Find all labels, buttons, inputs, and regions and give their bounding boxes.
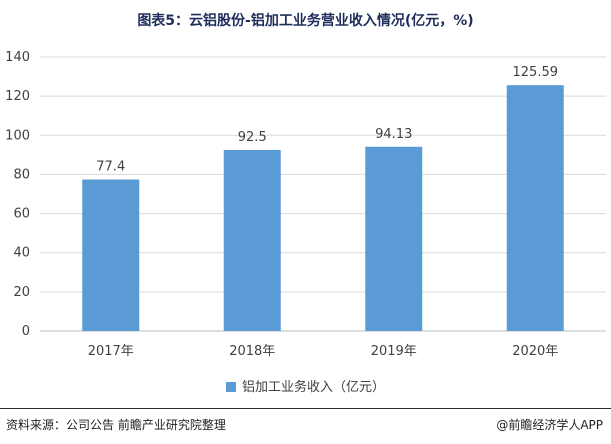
y-tick-label: 100 xyxy=(5,128,30,143)
y-tick-label: 120 xyxy=(5,89,30,104)
y-tick-label: 0 xyxy=(22,324,30,339)
x-axis-ticks: 2017年 2018年 2019年 2020年 xyxy=(88,344,559,359)
y-tick-label: 80 xyxy=(13,167,30,182)
source-note: 资料来源：公司公告 前瞻产业研究院整理 xyxy=(6,418,226,432)
y-tick-label: 20 xyxy=(13,285,30,300)
legend-label: 铝加工业务收入（亿元） xyxy=(241,380,385,395)
chart-title: 图表5：云铝股份-铝加工业务营业收入情况(亿元，%) xyxy=(137,13,474,29)
x-tick-label: 2018年 xyxy=(229,344,275,359)
data-label: 125.59 xyxy=(513,65,559,80)
bar xyxy=(82,179,140,331)
bar xyxy=(223,149,281,331)
y-axis-ticks: 0 20 40 60 80 100 120 140 xyxy=(5,50,30,339)
credit-note: @前瞻经济学人APP xyxy=(496,418,603,432)
data-label: 92.5 xyxy=(238,130,267,145)
footer-divider xyxy=(0,408,611,409)
x-tick-label: 2019年 xyxy=(371,344,417,359)
x-tick-label: 2020年 xyxy=(512,344,558,359)
y-tick-label: 60 xyxy=(13,207,30,222)
x-tick-label: 2017年 xyxy=(88,344,134,359)
bars xyxy=(82,85,564,332)
data-labels: 77.4 92.5 94.13 125.59 xyxy=(96,65,558,174)
bar xyxy=(365,146,423,331)
data-label: 94.13 xyxy=(375,127,412,142)
y-tick-label: 40 xyxy=(13,246,30,261)
bar xyxy=(506,85,564,332)
data-label: 77.4 xyxy=(96,160,125,175)
y-tick-label: 140 xyxy=(5,50,30,65)
legend-swatch xyxy=(225,382,236,392)
legend: 铝加工业务收入（亿元） xyxy=(0,376,611,395)
